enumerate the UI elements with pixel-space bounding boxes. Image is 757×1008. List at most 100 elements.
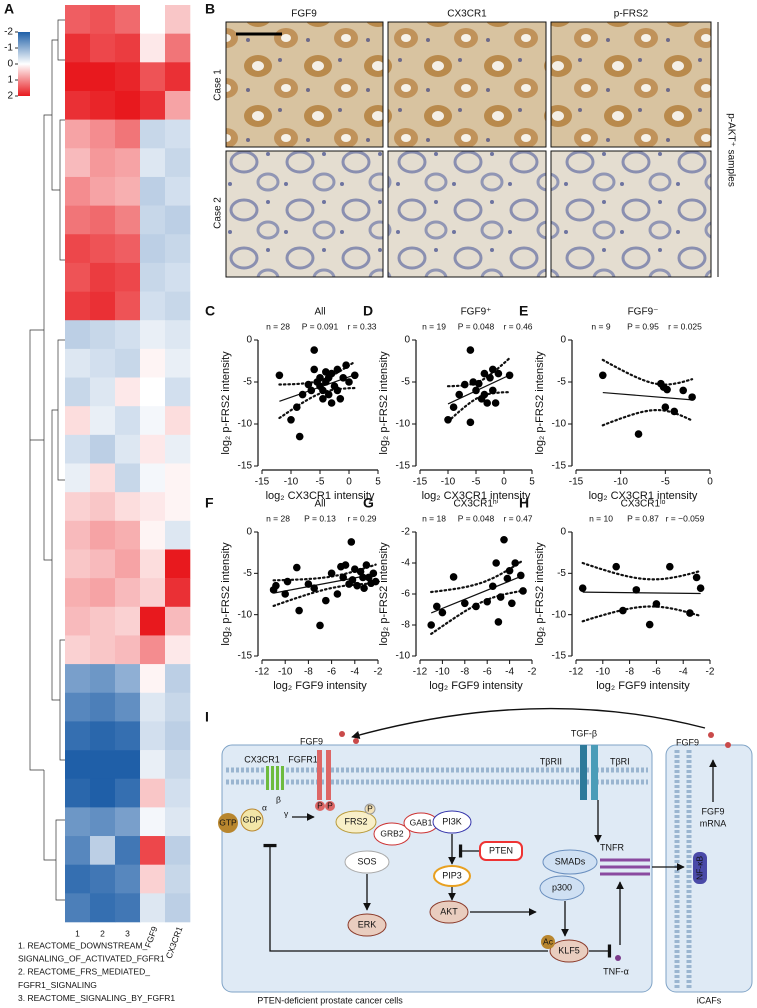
heat-cell: [65, 176, 91, 206]
point: [508, 599, 516, 608]
heat-cell: [140, 778, 166, 808]
heat-cell: [165, 893, 191, 923]
point: [461, 599, 469, 608]
heat-cell: [90, 635, 116, 665]
point: [295, 606, 303, 615]
heat-cell: [140, 492, 166, 522]
ihc-image: [225, 150, 384, 278]
point: [632, 586, 641, 594]
plot-title: All: [314, 499, 325, 510]
confidence-band: [581, 605, 702, 623]
heat-cell: [115, 836, 141, 865]
scatter-panel: E FGF9⁻ n = 9 P = 0.95 r = 0.025 -15 -10 -5 0 -15…: [519, 303, 713, 502]
heat-cell: [90, 606, 116, 636]
confidence-band: [601, 409, 694, 427]
heat-cell: [65, 90, 91, 120]
label: FGF9: [676, 737, 699, 747]
point: [519, 587, 527, 595]
label: γ: [284, 808, 289, 818]
point: [461, 380, 469, 389]
plot-title: FGF9⁺: [461, 307, 492, 318]
heat-cell: [90, 463, 116, 493]
y-tick-label: -15: [552, 461, 567, 472]
x-tick-label: -4: [350, 667, 359, 678]
y-tick-label: -5: [557, 568, 566, 579]
heat-cell: [65, 148, 91, 178]
heat-cell: [90, 348, 116, 378]
footnote: 1. REACTOME_DOWNSTREAM_: [18, 940, 148, 950]
y-axis-label: log₂ p-FRS2 intensity: [378, 351, 390, 455]
heat-cell: [165, 721, 191, 751]
point: [503, 574, 512, 583]
node: [240, 808, 264, 832]
x-axis-label: log₂ FGF9 intensity: [596, 680, 690, 692]
heat-cell: [65, 406, 91, 436]
x-tick-label: -4: [505, 667, 514, 678]
heat-cell: [140, 234, 166, 264]
heat-cell: [115, 234, 141, 264]
panel-label: G: [363, 495, 374, 511]
heat-cell: [65, 377, 91, 407]
dendrogram: [29, 19, 65, 901]
heat-cell: [115, 635, 141, 665]
plot-stat: r = 0.46: [503, 321, 532, 331]
y-tick-label: -4: [401, 558, 410, 569]
heat-cell: [90, 520, 116, 550]
heat-cell: [115, 434, 141, 464]
x-tick-label: -2: [528, 667, 537, 678]
plot-stat: n = 28: [266, 513, 290, 523]
y-tick-label: -10: [238, 419, 253, 430]
point: [455, 390, 464, 399]
point: [433, 602, 441, 611]
point: [298, 390, 307, 399]
point: [661, 403, 670, 412]
plot-stat: P = 0.048: [458, 513, 495, 523]
plot-title: FGF9⁻: [628, 307, 659, 318]
column-header: CX3CR1: [447, 9, 487, 20]
node: [432, 810, 472, 834]
heat-cell: [140, 205, 166, 235]
plot-stat: n = 10: [589, 513, 613, 523]
point: [494, 618, 503, 626]
heat-cell: [140, 606, 166, 636]
point: [688, 393, 696, 401]
y-tick-label: -2: [401, 527, 410, 538]
heat-cell: [140, 520, 166, 550]
node: [479, 841, 523, 861]
y-tick-label: -6: [401, 589, 410, 600]
heat-cell: [165, 377, 191, 407]
ihc-image: [225, 21, 384, 148]
point: [310, 584, 319, 593]
heat-cell: [65, 62, 91, 92]
x-tick-label: 0: [346, 477, 352, 488]
heat-cell: [165, 635, 191, 665]
heat-cell: [65, 492, 91, 522]
heat-cell: [90, 434, 116, 464]
plot-stat: P = 0.95: [627, 321, 659, 331]
panel-label: F: [205, 495, 214, 511]
y-tick-label: 0: [246, 335, 252, 346]
label: Ac: [543, 936, 554, 946]
scatter-panel: G CX3CR1ʰⁱ n = 18 P = 0.048 r = 0.47 -10 -8 -6 -…: [363, 495, 537, 692]
x-tick-label: -10: [278, 667, 293, 678]
heat-cell: [90, 893, 116, 923]
heat-cell: [115, 578, 141, 608]
heat-cell: [115, 750, 141, 780]
ligand: [353, 738, 359, 744]
regression-line: [602, 391, 693, 401]
heat-cell: [90, 90, 116, 120]
heat-cell: [140, 377, 166, 407]
heat-cell: [65, 578, 91, 608]
heat-cell: [115, 864, 141, 894]
heat-cell: [165, 291, 191, 321]
heat-cell: [115, 5, 141, 34]
point: [475, 379, 483, 388]
point: [496, 593, 505, 601]
point: [322, 368, 330, 376]
heat-cell: [115, 606, 141, 636]
heat-cell: [90, 864, 116, 894]
label: TNFR: [600, 842, 624, 852]
x-tick-label: -6: [327, 667, 336, 678]
heat-cell: [165, 836, 191, 865]
